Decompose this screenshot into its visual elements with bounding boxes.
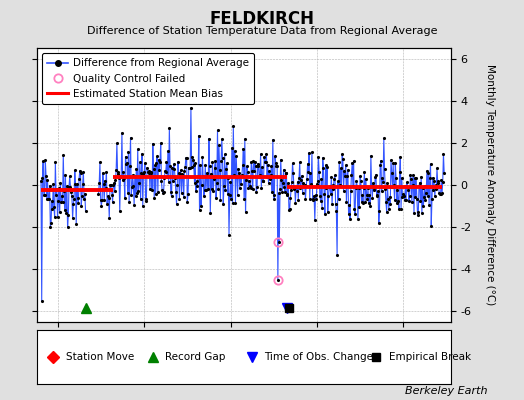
Text: Empirical Break: Empirical Break	[389, 352, 471, 362]
Text: Berkeley Earth: Berkeley Earth	[405, 386, 487, 396]
Text: Record Gap: Record Gap	[165, 352, 225, 362]
Text: Station Move: Station Move	[66, 352, 134, 362]
Legend: Difference from Regional Average, Quality Control Failed, Estimated Station Mean: Difference from Regional Average, Qualit…	[42, 53, 254, 104]
Text: Time of Obs. Change: Time of Obs. Change	[265, 352, 374, 362]
Text: FELDKIRCH: FELDKIRCH	[210, 10, 314, 28]
Text: Difference of Station Temperature Data from Regional Average: Difference of Station Temperature Data f…	[87, 26, 437, 36]
Y-axis label: Monthly Temperature Anomaly Difference (°C): Monthly Temperature Anomaly Difference (…	[485, 64, 495, 306]
